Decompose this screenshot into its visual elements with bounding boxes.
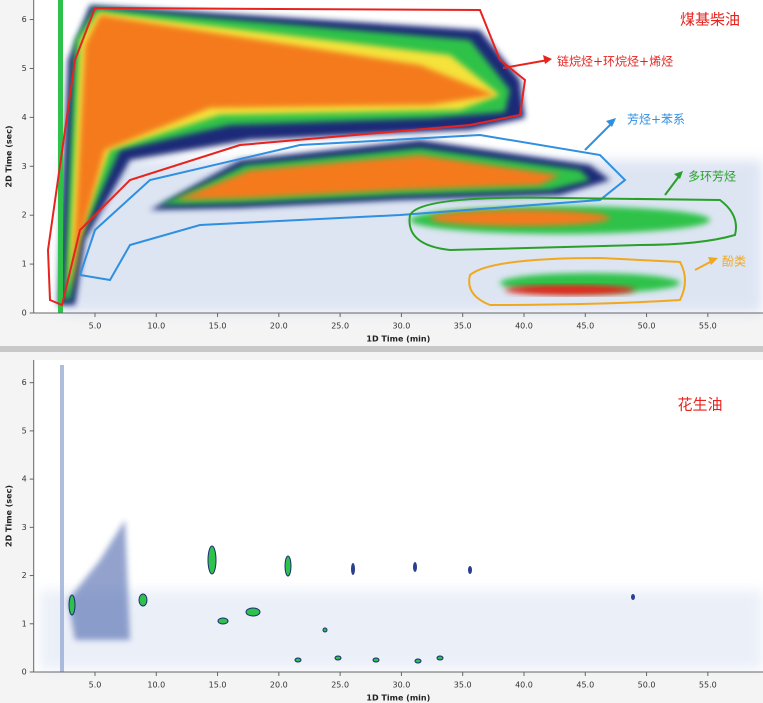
separator (0, 346, 763, 352)
x-tick-label: 10.0 (147, 681, 165, 690)
y-tick-label: 4 (22, 113, 27, 122)
x-tick-label: 20.0 (270, 322, 288, 331)
x-tick-label: 50.0 (638, 322, 656, 331)
x-tick-label: 5.0 (89, 322, 102, 331)
x-tick-label: 45.0 (576, 681, 594, 690)
y-tick-label: 6 (22, 15, 27, 24)
y-tick-label: 3 (22, 162, 27, 171)
x-tick-label: 40.0 (515, 322, 533, 331)
heatmap-top (46, 0, 763, 313)
annotation: 链烷烃+环烷烃+烯烃 (557, 54, 673, 69)
y-tick-label: 2 (22, 211, 27, 220)
y-tick-label: 4 (22, 475, 27, 484)
annotation: 多环芳烃 (688, 170, 736, 184)
y-tick-label: 0 (22, 668, 27, 677)
y-tick-label: 6 (22, 378, 27, 387)
x-tick-label: 55.0 (699, 681, 717, 690)
x-tick-label: 35.0 (454, 681, 472, 690)
y-tick-label: 1 (22, 619, 27, 628)
x-tick-label: 5.0 (89, 681, 102, 690)
annotation: 芳烃+苯系 (627, 113, 685, 127)
x-tick-label: 35.0 (454, 322, 472, 331)
y-tick-label: 3 (22, 523, 27, 532)
x-tick-label: 15.0 (209, 681, 227, 690)
x-tick-label: 55.0 (699, 322, 717, 331)
annotation: 酚类 (722, 255, 746, 269)
y-tick-label: 5 (22, 426, 27, 435)
y-tick-label: 2 (22, 571, 27, 580)
chart-title: 花生油 (677, 396, 722, 414)
y-tick-label: 0 (22, 309, 27, 318)
x-axis-label: 1D Time (min) (366, 694, 430, 703)
x-tick-label: 40.0 (515, 681, 533, 690)
x-tick-label: 45.0 (576, 322, 594, 331)
heatmap-bottom (40, 365, 763, 672)
x-tick-label: 50.0 (638, 681, 656, 690)
chart-title: 煤基柴油 (680, 11, 740, 29)
x-tick-label: 20.0 (270, 681, 288, 690)
x-tick-label: 30.0 (393, 681, 411, 690)
x-tick-label: 25.0 (331, 681, 349, 690)
y-axis-label: 2D Time (sec) (5, 126, 14, 188)
y-tick-label: 5 (22, 64, 27, 73)
x-tick-label: 25.0 (331, 322, 349, 331)
x-tick-label: 30.0 (393, 322, 411, 331)
x-tick-label: 15.0 (209, 322, 227, 331)
x-tick-label: 10.0 (147, 322, 165, 331)
y-tick-label: 1 (22, 260, 27, 269)
y-axis-label: 2D Time (sec) (5, 485, 14, 547)
x-axis-label: 1D Time (min) (366, 335, 430, 344)
